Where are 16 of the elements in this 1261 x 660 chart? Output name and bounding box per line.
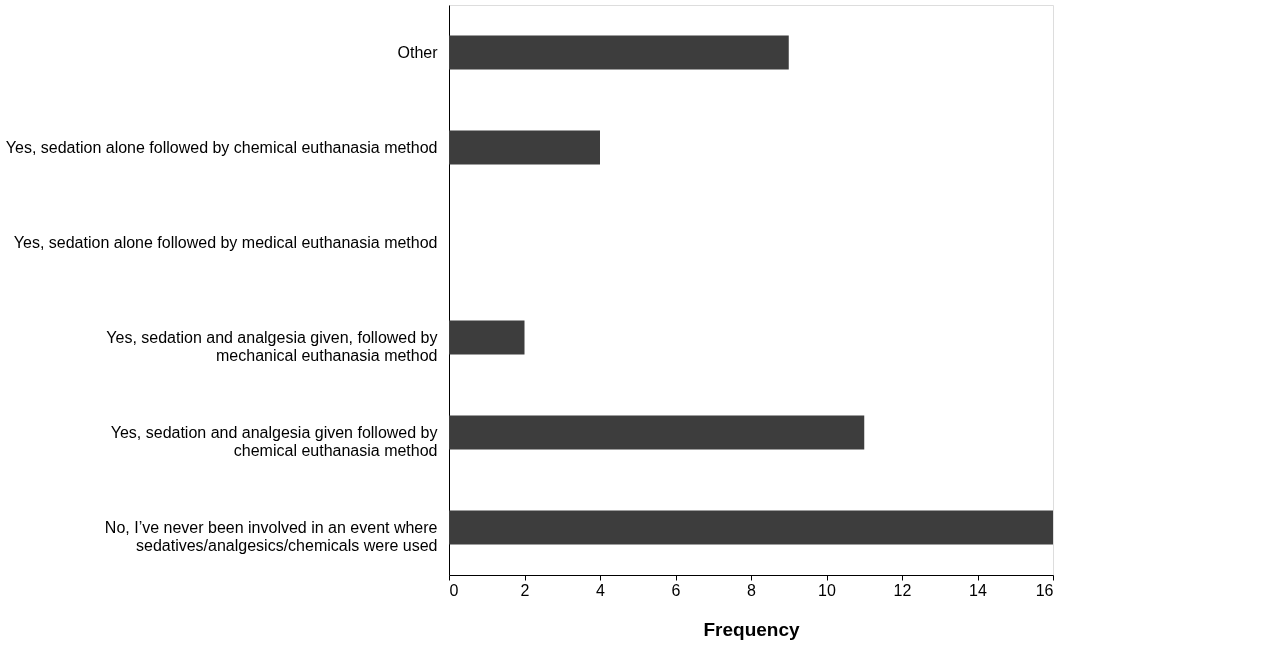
x-tick-label: 12 (893, 581, 912, 599)
x-tick-label: 8 (747, 581, 757, 599)
x-tick-label: 14 (969, 581, 987, 599)
x-tick-label: 4 (596, 581, 606, 599)
x-tick-label: 0 (449, 581, 459, 599)
x-tick-label: 2 (520, 581, 530, 599)
y-tick-label: Other (397, 43, 439, 61)
y-tick-label: Yes, sedation alone followed by chemical euthanasia method (5, 138, 438, 156)
x-axis-title: Frequency (703, 618, 800, 640)
x-tick-label: 10 (818, 581, 836, 599)
x-tick-label: 16 (1035, 581, 1054, 599)
x-tick-label: 6 (671, 581, 681, 599)
y-tick-label: Yes, sedation alone followed by medical euthanasia method (13, 233, 438, 251)
y-tick-label: Yes, sedation and analgesia given, followed by mechanical euthanasia method (106, 328, 438, 364)
y-tick-label: Yes, sedation and analgesia given followed by chemical euthanasia method (110, 423, 438, 459)
y-tick-label: No, I’ve never been involved in an event where sedatives/analgesics/chemicals were used (104, 518, 438, 554)
